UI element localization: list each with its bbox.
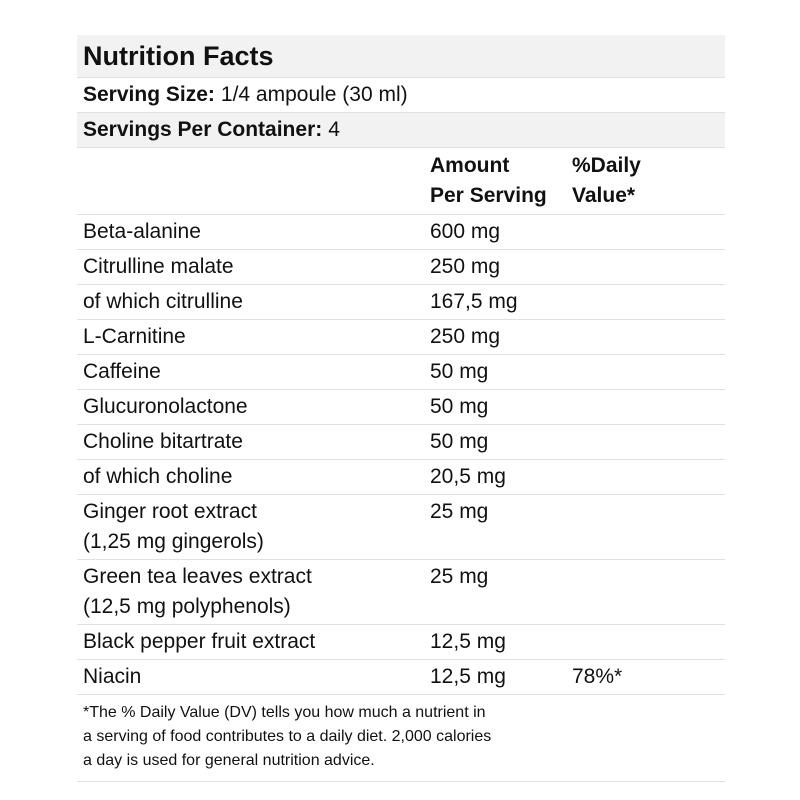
nutrient-name: Glucuronolactone xyxy=(83,395,248,418)
servings-per-container-value: 4 xyxy=(328,118,340,141)
table-row: Ginger root extract (1,25 mg gingerols) … xyxy=(77,495,725,560)
nutrition-facts-panel: Nutrition Facts Serving Size: 1/4 ampoul… xyxy=(77,35,725,782)
nutrient-dv xyxy=(572,562,725,624)
nutrient-amount: 25 mg xyxy=(430,565,489,588)
nutrient-name-detail: (12,5 mg polyphenols) xyxy=(83,595,291,618)
table-row: Niacin 12,5 mg 78%* xyxy=(77,660,725,695)
nutrient-amount: 250 mg xyxy=(430,325,501,348)
nutrient-name-cell: Ginger root extract (1,25 mg gingerols) xyxy=(77,497,424,559)
nutrient-name-cell: Green tea leaves extract (12,5 mg polyph… xyxy=(77,562,424,624)
serving-size-value: 1/4 ampoule (30 ml) xyxy=(220,83,408,106)
nutrient-amount: 50 mg xyxy=(430,395,489,418)
nutrient-name: Niacin xyxy=(83,665,142,688)
nutrient-amount: 167,5 mg xyxy=(430,290,518,313)
footnote-line: a day is used for general nutrition advi… xyxy=(83,752,375,769)
nutrient-amount: 12,5 mg xyxy=(430,665,506,688)
nutrient-name: L-Carnitine xyxy=(83,325,186,348)
nutrient-name: Black pepper fruit extract xyxy=(83,630,316,653)
table-row: of which citrulline 167,5 mg xyxy=(77,285,725,320)
serving-size-row: Serving Size: 1/4 ampoule (30 ml) xyxy=(77,78,725,113)
panel-title: Nutrition Facts xyxy=(77,35,725,78)
header-name-cell xyxy=(77,151,424,214)
nutrient-amount: 20,5 mg xyxy=(430,465,506,488)
nutrient-name: Green tea leaves extract xyxy=(83,565,312,588)
nutrient-dv xyxy=(572,497,725,559)
daily-value-footnote: *The % Daily Value (DV) tells you how mu… xyxy=(77,695,725,782)
nutrient-amount: 12,5 mg xyxy=(430,630,506,653)
servings-per-container-row: Servings Per Container: 4 xyxy=(77,113,725,148)
header-dv-line2: Value* xyxy=(572,184,636,207)
table-row: Green tea leaves extract (12,5 mg polyph… xyxy=(77,560,725,625)
nutrient-name: Choline bitartrate xyxy=(83,430,243,453)
footnote-line: *The % Daily Value (DV) tells you how mu… xyxy=(83,704,486,721)
footnote-line: a serving of food contributes to a daily… xyxy=(83,728,492,745)
table-row: L-Carnitine 250 mg xyxy=(77,320,725,355)
header-amount-line2: Per Serving xyxy=(430,184,547,207)
nutrient-amount: 50 mg xyxy=(430,430,489,453)
table-header: Amount Per Serving %Daily Value* xyxy=(77,148,725,215)
header-amount-cell: Amount Per Serving xyxy=(424,151,572,214)
nutrient-name: Caffeine xyxy=(83,360,161,383)
table-row: Beta-alanine 600 mg xyxy=(77,215,725,250)
table-row: Citrulline malate 250 mg xyxy=(77,250,725,285)
table-row: of which choline 20,5 mg xyxy=(77,460,725,495)
nutrient-amount: 250 mg xyxy=(430,255,501,278)
servings-per-container-label: Servings Per Container: xyxy=(83,118,323,141)
nutrient-amount: 25 mg xyxy=(430,500,489,523)
nutrient-name: Ginger root extract xyxy=(83,500,257,523)
nutrient-name: of which citrulline xyxy=(83,290,243,313)
nutrient-name: of which choline xyxy=(83,465,233,488)
header-dv-line1: %Daily xyxy=(572,154,641,177)
serving-size-label: Serving Size: xyxy=(83,83,215,106)
header-amount-line1: Amount xyxy=(430,154,510,177)
nutrient-amount: 50 mg xyxy=(430,360,489,383)
nutrient-name: Beta-alanine xyxy=(83,220,201,243)
header-dv-cell: %Daily Value* xyxy=(572,151,725,214)
nutrient-amount: 600 mg xyxy=(430,220,501,243)
nutrient-name: Citrulline malate xyxy=(83,255,234,278)
table-row: Choline bitartrate 50 mg xyxy=(77,425,725,460)
table-row: Caffeine 50 mg xyxy=(77,355,725,390)
nutrient-dv: 78%* xyxy=(572,665,623,688)
nutrient-name-detail: (1,25 mg gingerols) xyxy=(83,530,264,553)
table-row: Glucuronolactone 50 mg xyxy=(77,390,725,425)
table-row: Black pepper fruit extract 12,5 mg xyxy=(77,625,725,660)
